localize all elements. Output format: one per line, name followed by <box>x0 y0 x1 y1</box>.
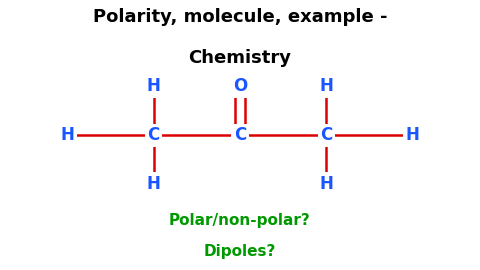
Text: H: H <box>320 175 333 193</box>
Text: H: H <box>60 126 74 144</box>
Text: Polar/non-polar?: Polar/non-polar? <box>169 212 311 228</box>
Text: O: O <box>233 77 247 95</box>
Text: Polarity, molecule, example -: Polarity, molecule, example - <box>93 8 387 26</box>
Text: C: C <box>147 126 160 144</box>
Text: Dipoles?: Dipoles? <box>204 244 276 259</box>
Text: Chemistry: Chemistry <box>189 49 291 67</box>
Text: C: C <box>234 126 246 144</box>
Text: C: C <box>320 126 333 144</box>
Text: H: H <box>320 77 333 95</box>
Text: H: H <box>147 175 160 193</box>
Text: H: H <box>147 77 160 95</box>
Text: H: H <box>406 126 420 144</box>
